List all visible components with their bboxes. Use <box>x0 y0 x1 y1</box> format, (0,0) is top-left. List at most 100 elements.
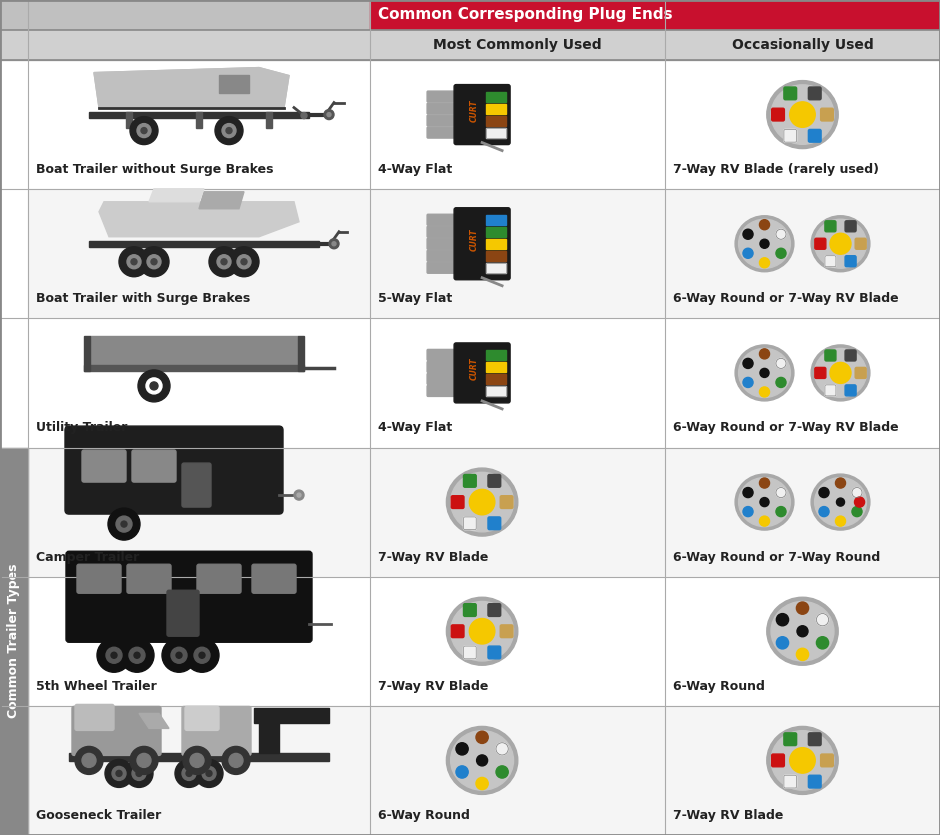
Text: Utility Trailer: Utility Trailer <box>36 422 128 434</box>
FancyBboxPatch shape <box>427 362 457 372</box>
Circle shape <box>162 638 196 672</box>
Circle shape <box>776 377 786 387</box>
Circle shape <box>477 755 488 766</box>
FancyBboxPatch shape <box>427 349 457 361</box>
Bar <box>486 374 506 384</box>
Circle shape <box>819 507 829 517</box>
Circle shape <box>215 117 243 144</box>
Ellipse shape <box>446 597 518 665</box>
Text: Most Commonly Used: Most Commonly Used <box>433 38 602 52</box>
FancyBboxPatch shape <box>182 706 251 756</box>
Ellipse shape <box>830 362 851 383</box>
Ellipse shape <box>469 489 494 515</box>
Circle shape <box>134 652 140 658</box>
Text: 7-Way RV Blade: 7-Way RV Blade <box>673 809 783 822</box>
Polygon shape <box>94 68 289 108</box>
Ellipse shape <box>739 220 791 268</box>
FancyBboxPatch shape <box>808 733 822 746</box>
Circle shape <box>743 377 753 387</box>
Bar <box>28 190 940 318</box>
Circle shape <box>743 488 753 498</box>
Text: 6-Way Round or 7-Way Round: 6-Way Round or 7-Way Round <box>673 550 880 564</box>
Ellipse shape <box>811 345 870 401</box>
FancyBboxPatch shape <box>825 385 836 396</box>
Circle shape <box>138 370 170 402</box>
Ellipse shape <box>767 726 838 794</box>
Circle shape <box>743 229 753 240</box>
FancyBboxPatch shape <box>454 84 510 144</box>
Bar <box>69 753 329 762</box>
FancyBboxPatch shape <box>185 706 219 731</box>
FancyBboxPatch shape <box>855 367 866 378</box>
Circle shape <box>82 753 96 767</box>
FancyBboxPatch shape <box>808 87 822 99</box>
Ellipse shape <box>811 474 870 530</box>
Bar <box>486 239 506 249</box>
Circle shape <box>182 767 196 781</box>
Bar <box>486 92 506 102</box>
Circle shape <box>127 255 141 269</box>
Circle shape <box>817 614 829 625</box>
Circle shape <box>237 255 251 269</box>
Circle shape <box>837 498 844 506</box>
Circle shape <box>760 349 770 359</box>
Ellipse shape <box>739 348 791 397</box>
Circle shape <box>836 478 846 488</box>
Bar <box>486 350 506 360</box>
Ellipse shape <box>450 731 513 790</box>
Circle shape <box>456 766 468 778</box>
Circle shape <box>112 767 126 781</box>
Text: 6-Way Round or 7-Way RV Blade: 6-Way Round or 7-Way RV Blade <box>673 292 899 306</box>
Circle shape <box>137 124 151 138</box>
FancyBboxPatch shape <box>784 129 796 142</box>
Bar <box>0 30 940 60</box>
Ellipse shape <box>767 597 838 665</box>
Bar <box>219 74 249 93</box>
Bar <box>370 0 940 30</box>
FancyBboxPatch shape <box>197 564 241 593</box>
Circle shape <box>496 766 509 778</box>
Bar <box>486 128 506 138</box>
Text: Camper Trailer: Camper Trailer <box>36 550 139 564</box>
Circle shape <box>222 124 236 138</box>
Circle shape <box>760 516 770 526</box>
Circle shape <box>151 259 157 265</box>
Ellipse shape <box>469 619 494 644</box>
Ellipse shape <box>735 345 794 401</box>
FancyBboxPatch shape <box>784 733 796 746</box>
Ellipse shape <box>446 726 518 794</box>
FancyBboxPatch shape <box>821 754 834 767</box>
Ellipse shape <box>811 215 870 271</box>
Circle shape <box>776 637 789 649</box>
Bar <box>486 263 506 273</box>
Bar <box>84 336 90 371</box>
Bar <box>486 227 506 237</box>
Bar <box>89 112 309 118</box>
FancyBboxPatch shape <box>488 474 501 488</box>
Text: CURT: CURT <box>470 357 478 380</box>
Ellipse shape <box>830 233 851 254</box>
Circle shape <box>327 113 331 117</box>
Polygon shape <box>149 189 204 202</box>
Bar <box>486 362 506 372</box>
Bar <box>486 386 506 396</box>
Circle shape <box>854 497 865 507</box>
Circle shape <box>796 648 808 660</box>
Bar <box>28 706 940 835</box>
Bar <box>196 112 202 128</box>
Text: Gooseneck Trailer: Gooseneck Trailer <box>36 809 162 822</box>
Circle shape <box>819 488 829 498</box>
Circle shape <box>743 507 753 517</box>
Circle shape <box>301 113 307 119</box>
Bar <box>486 386 506 396</box>
FancyBboxPatch shape <box>825 256 836 266</box>
Circle shape <box>217 255 231 269</box>
FancyBboxPatch shape <box>808 129 822 142</box>
FancyBboxPatch shape <box>500 625 513 638</box>
Circle shape <box>324 109 334 119</box>
FancyBboxPatch shape <box>463 646 477 659</box>
FancyBboxPatch shape <box>463 517 477 529</box>
FancyBboxPatch shape <box>252 564 296 593</box>
Circle shape <box>185 638 219 672</box>
Text: Occasionally Used: Occasionally Used <box>731 38 873 52</box>
